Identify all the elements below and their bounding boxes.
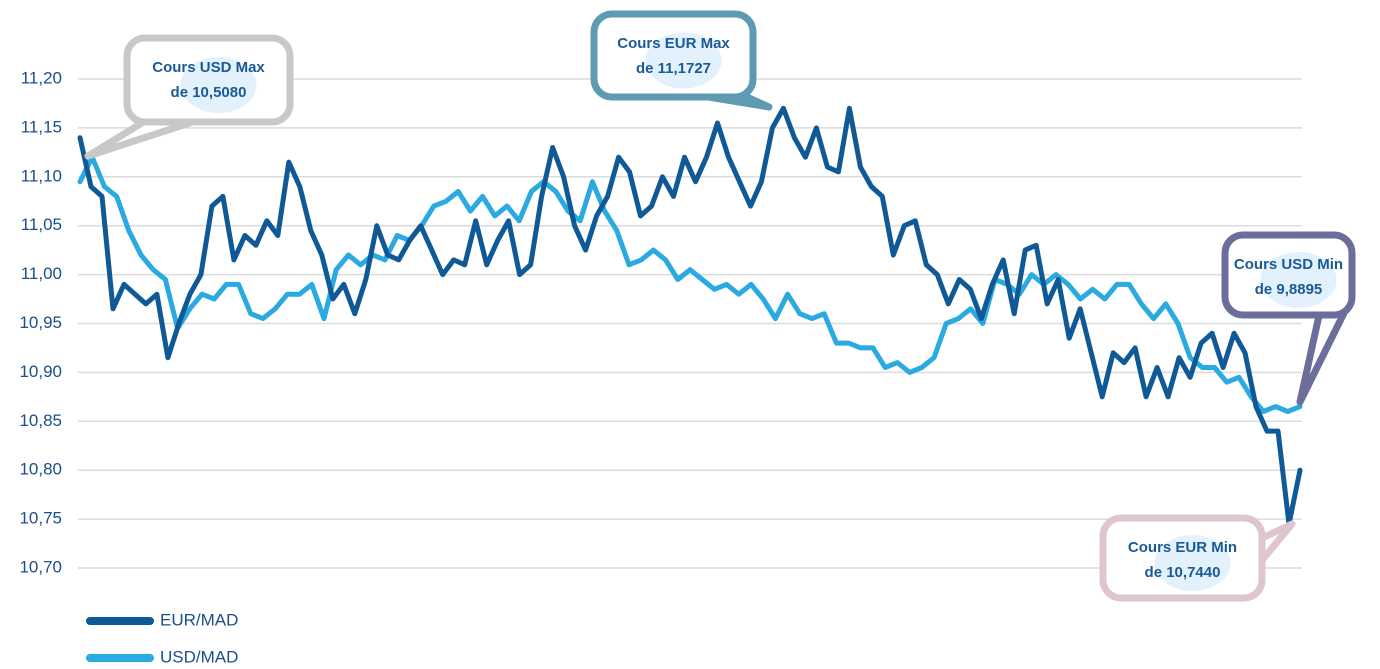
legend-label: EUR/MAD — [160, 610, 238, 629]
callout-text: Cours EUR Min — [1128, 539, 1237, 556]
y-tick-label: 11,10 — [21, 166, 62, 185]
callout-text: de 10,7440 — [1145, 564, 1221, 581]
callout-swirl — [1154, 535, 1231, 591]
y-tick-label: 10,70 — [19, 557, 62, 576]
y-tick-label: 10,85 — [19, 411, 62, 430]
callout: Cours USD Min de 9,8895 — [1221, 231, 1356, 406]
callout-swirl — [645, 32, 722, 89]
callout-text: Cours USD Max — [152, 59, 265, 76]
callout-text: de 9,8895 — [1255, 281, 1323, 298]
y-tick-label: 10,95 — [19, 313, 62, 332]
legend-label: USD/MAD — [160, 647, 238, 666]
callout-swirl — [1260, 252, 1337, 308]
y-tick-label: 11,05 — [21, 215, 62, 234]
callout: Cours USD Max de 10,5080 — [84, 34, 294, 160]
callout-text: de 11,1727 — [636, 60, 711, 77]
callout-swirl — [180, 57, 257, 113]
callout: Cours EUR Min de 10,7440 — [1099, 514, 1296, 602]
line-series — [77, 154, 1303, 414]
y-tick-label: 10,75 — [19, 509, 62, 528]
callout: Cours EUR Max de 11,1727 — [590, 10, 773, 111]
y-tick-label: 11,20 — [21, 68, 62, 87]
line-series — [77, 105, 1303, 527]
y-tick-label: 11,15 — [21, 117, 62, 136]
y-tick-label: 11,00 — [21, 264, 62, 283]
y-tick-label: 10,90 — [19, 362, 62, 381]
callout-text: de 10,5080 — [171, 84, 247, 101]
callout-text: Cours EUR Max — [617, 35, 730, 52]
y-tick-label: 10,80 — [19, 460, 62, 479]
callout-text: Cours USD Min — [1234, 256, 1343, 273]
callout-tail — [1296, 307, 1349, 406]
